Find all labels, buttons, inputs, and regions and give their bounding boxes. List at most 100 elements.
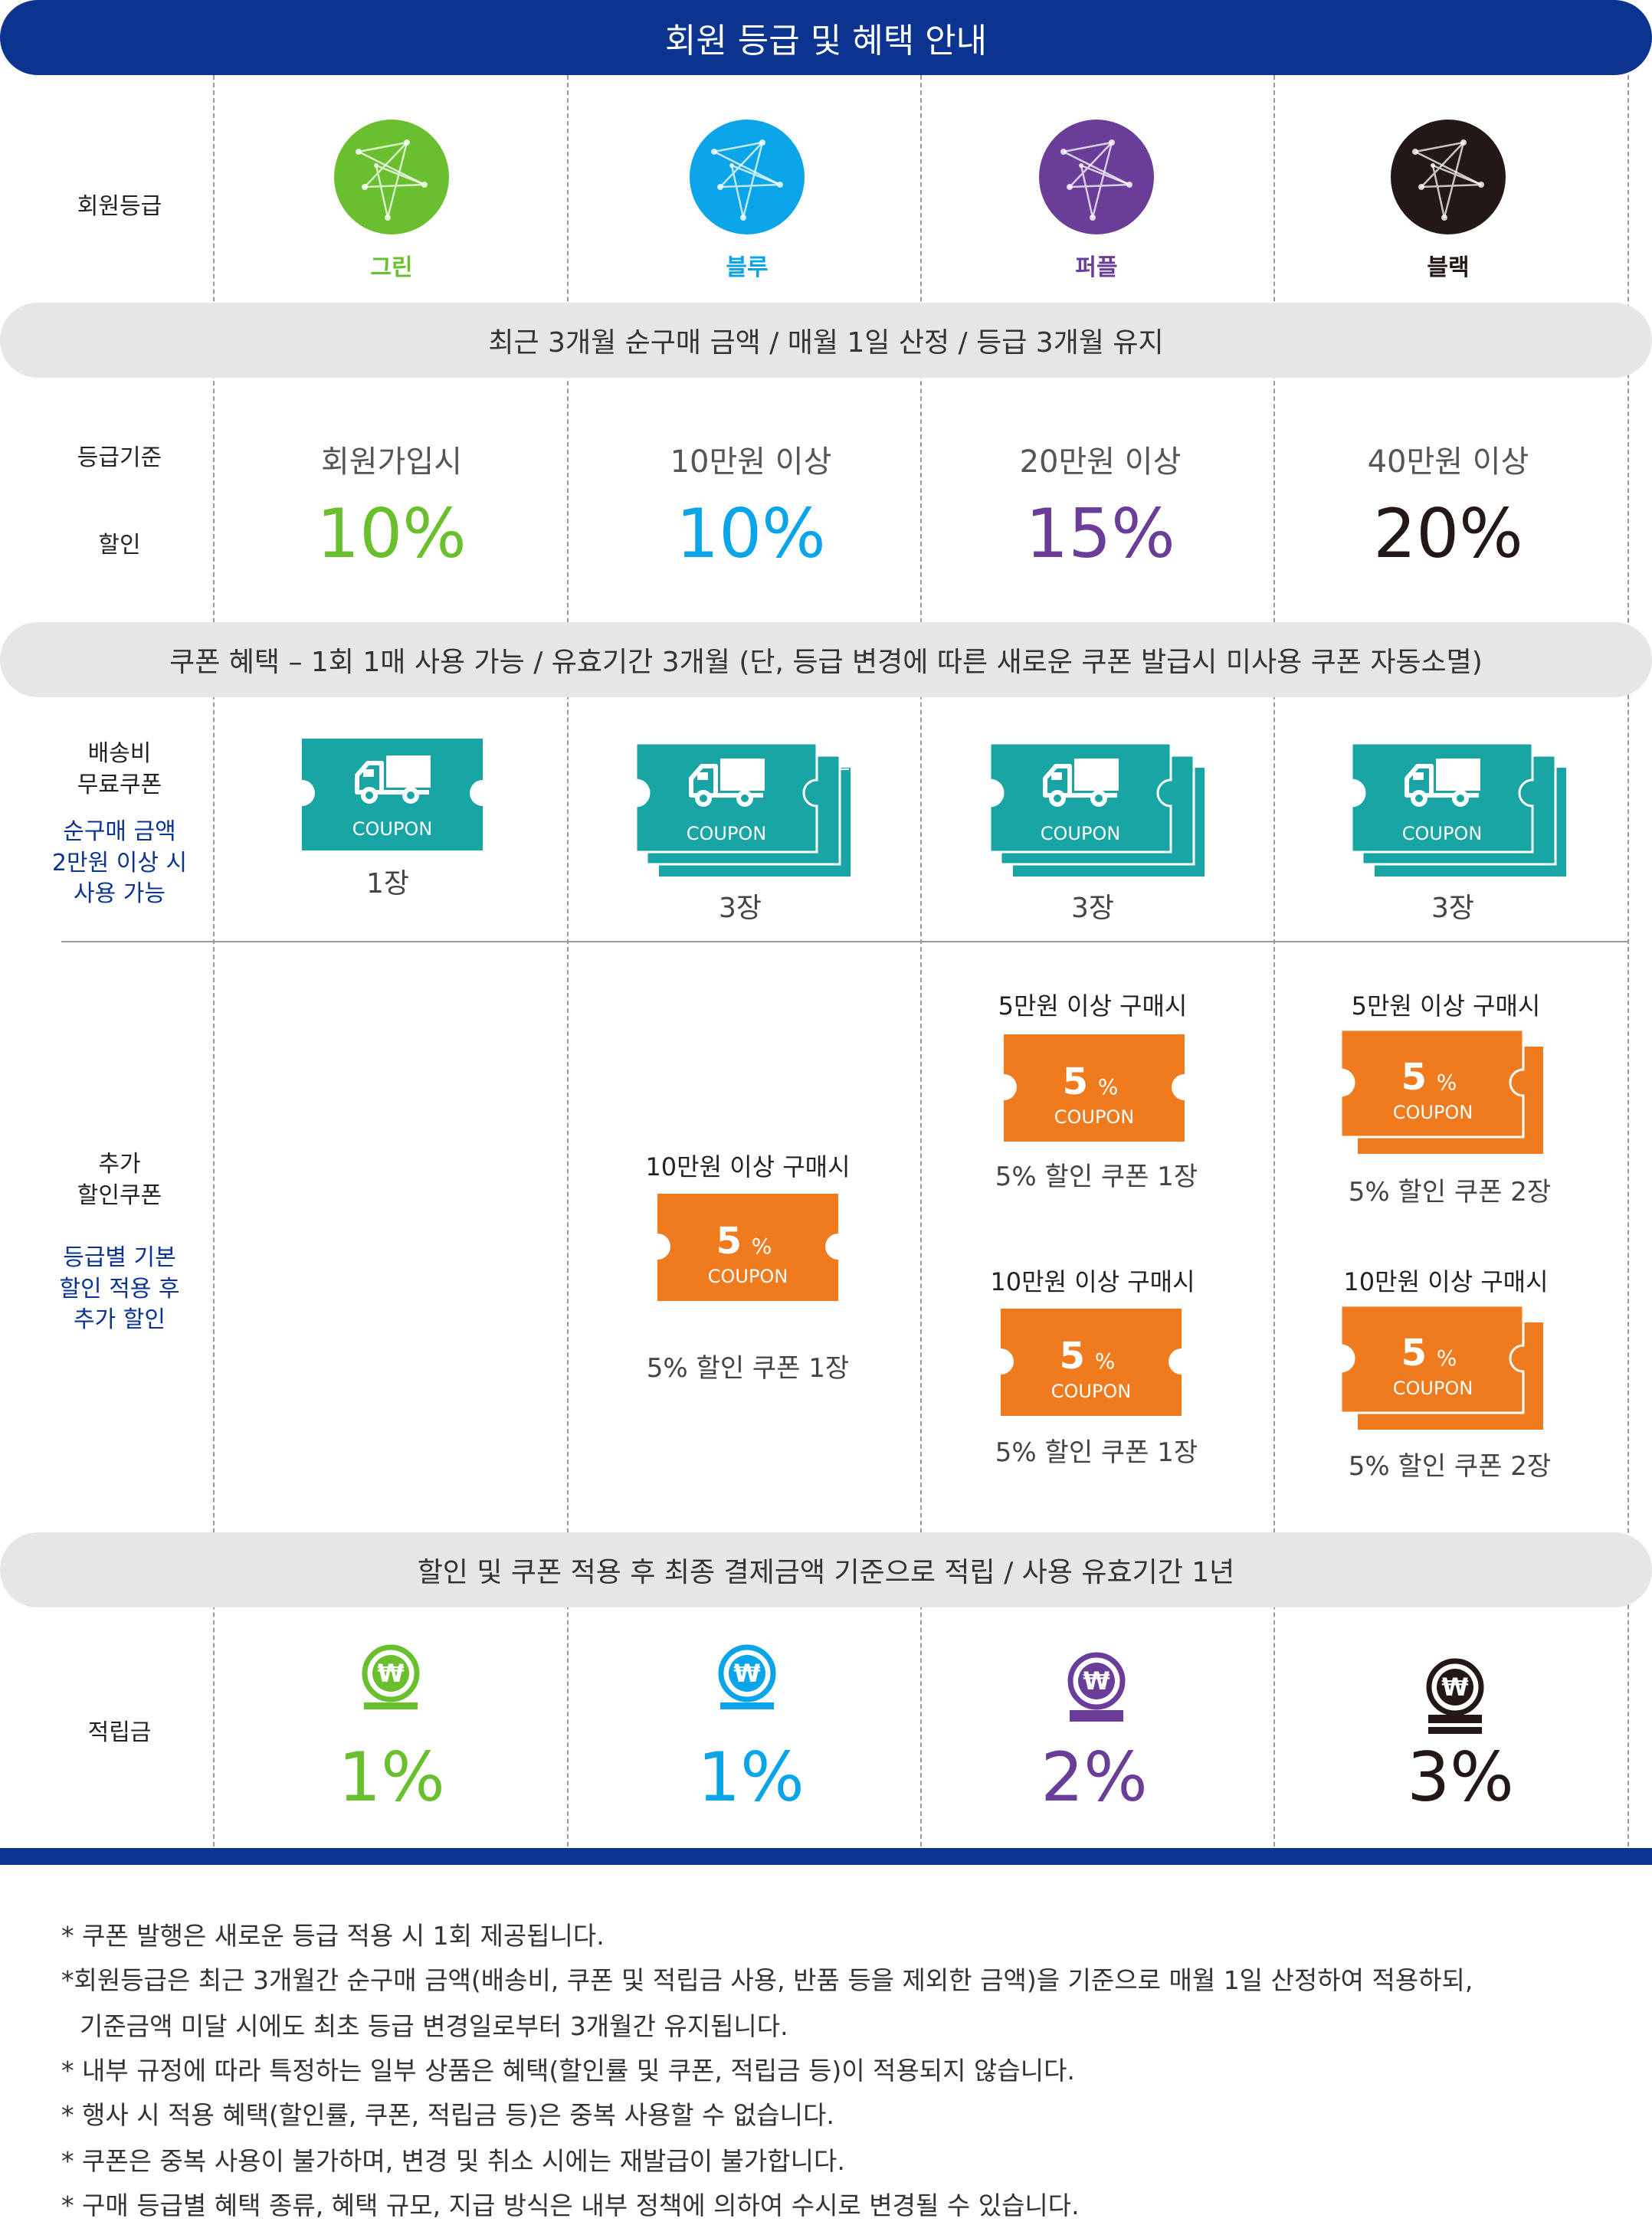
column-divider	[213, 75, 215, 1847]
star-emblem-icon	[1391, 120, 1506, 234]
shipping-coupon-green: COUPON	[302, 739, 483, 850]
extra-note-line1: 등급별 기본	[63, 1244, 176, 1271]
points-rate-black: 3%	[1407, 1738, 1514, 1817]
svg-text:%: %	[1437, 1345, 1457, 1371]
shipping-label-line1: 배송비	[87, 740, 152, 767]
svg-text:5: 5	[716, 1220, 742, 1263]
svg-text:%: %	[1437, 1070, 1457, 1095]
extra-purple-desc-1: 5% 할인 쿠폰 1장	[995, 1162, 1198, 1192]
page-title: 회원 등급 및 혜택 안내	[0, 0, 1652, 75]
coupon-text: COUPON	[352, 818, 433, 840]
column-divider	[920, 75, 922, 1847]
svg-text:%: %	[752, 1234, 772, 1259]
extra-blue-condition: 10만원 이상 구매시	[645, 1152, 851, 1181]
note-7: * 구매 등급별 혜택 종류, 혜택 규모, 지급 방식은 내부 정책에 의하여…	[61, 2191, 1080, 2220]
coupon-band: 쿠폰 혜택 – 1회 1매 사용 가능 / 유효기간 3개월 (단, 등급 변경…	[0, 622, 1652, 697]
discount-coupon-purple-1: 5 % COUPON	[1004, 1034, 1185, 1142]
discount-label: 할인	[98, 532, 141, 559]
shipping-coupon-black: COUPON	[1350, 742, 1566, 877]
discount-purple: 15%	[1025, 494, 1175, 573]
svg-text:COUPON: COUPON	[1054, 1106, 1135, 1128]
shipping-coupon-blue: COUPON	[634, 742, 851, 877]
svg-text:COUPON: COUPON	[1393, 1378, 1473, 1399]
extra-label-line2: 할인쿠폰	[77, 1181, 162, 1209]
note-4: * 내부 규정에 따라 특정하는 일부 상품은 혜택(할인률 및 쿠폰, 적립금…	[61, 2056, 1075, 2086]
note-2: *회원등급은 최근 3개월간 순구매 금액(배송비, 쿠폰 및 적립금 사용, …	[61, 1965, 1473, 1995]
shipping-note-line2: 2만원 이상 시	[51, 849, 188, 877]
coupon-text: COUPON	[1402, 823, 1483, 844]
star-emblem-icon	[1039, 120, 1154, 234]
criteria-green: 회원가입시	[321, 444, 462, 480]
criteria-label: 등급기준	[77, 444, 162, 471]
extra-note: 등급별 기본 할인 적용 후 추가 할인	[12, 1243, 227, 1336]
extra-purple-desc-2: 5% 할인 쿠폰 1장	[995, 1437, 1198, 1468]
row-separator	[61, 941, 1627, 942]
footer-divider	[0, 1848, 1652, 1865]
criteria-black: 40만원 이상	[1367, 444, 1529, 480]
discount-coupon-black-2: 5 % COUPON	[1339, 1304, 1543, 1430]
note-3: 기준금액 미달 시에도 최초 등급 변경일로부터 3개월간 유지됩니다.	[80, 2011, 788, 2041]
extra-purple-condition-1: 5만원 이상 구매시	[998, 991, 1188, 1021]
grade-row-label: 회원등급	[77, 193, 162, 220]
note-6: * 쿠폰은 중복 사용이 불가하며, 변경 및 취소 시에는 재발급이 불가합니…	[61, 2146, 845, 2176]
note-1: * 쿠폰 발행은 새로운 등급 적용 시 1회 제공됩니다.	[61, 1921, 605, 1951]
shipping-note: 순구매 금액 2만원 이상 시 사용 가능	[12, 817, 227, 910]
coupon-text: COUPON	[687, 823, 767, 844]
discount-coupon-purple-2: 5 % COUPON	[1001, 1309, 1182, 1416]
points-rate-green: 1%	[338, 1738, 445, 1817]
svg-text:%: %	[1095, 1348, 1116, 1374]
extra-black-desc-2: 5% 할인 쿠폰 2장	[1348, 1451, 1552, 1482]
extra-label-line1: 추가	[98, 1151, 141, 1178]
svg-text:COUPON: COUPON	[1393, 1102, 1473, 1123]
svg-text:5: 5	[1401, 1056, 1427, 1099]
svg-text:5: 5	[1063, 1060, 1088, 1103]
shipping-coupon-purple: COUPON	[988, 742, 1205, 877]
grade-name-green: 그린	[370, 254, 413, 281]
star-emblem-icon	[334, 120, 449, 234]
grade-name-blue: 블루	[726, 254, 769, 281]
shipping-label-line2: 무료쿠폰	[77, 771, 162, 798]
extra-black-desc-1: 5% 할인 쿠폰 2장	[1348, 1177, 1552, 1208]
points-label: 적립금	[87, 1719, 152, 1746]
criteria-band: 최근 3개월 순구매 금액 / 매월 1일 산정 / 등급 3개월 유지	[0, 303, 1652, 378]
discount-green: 10%	[316, 494, 467, 573]
coupon-text: COUPON	[1041, 823, 1121, 844]
won-coin-icon	[356, 1641, 425, 1718]
shipping-label: 배송비 무료쿠폰	[12, 739, 227, 801]
grade-name-purple: 퍼플	[1075, 254, 1118, 281]
criteria-purple: 20만원 이상	[1019, 444, 1182, 480]
extra-blue-desc: 5% 할인 쿠폰 1장	[646, 1353, 850, 1384]
svg-text:COUPON: COUPON	[1051, 1381, 1132, 1402]
shipping-note-line3: 사용 가능	[74, 880, 166, 907]
discount-black: 20%	[1373, 494, 1523, 573]
discount-blue: 10%	[676, 494, 826, 573]
discount-coupon-black-1: 5 % COUPON	[1339, 1028, 1543, 1154]
svg-text:5: 5	[1401, 1332, 1427, 1375]
grade-green-emblem	[334, 120, 449, 234]
points-rate-blue: 1%	[697, 1738, 805, 1817]
grade-black-emblem	[1391, 120, 1506, 234]
extra-black-condition-1: 5만원 이상 구매시	[1351, 991, 1541, 1021]
extra-note-line3: 추가 할인	[74, 1306, 166, 1333]
discount-coupon-blue: 5 % COUPON	[657, 1194, 838, 1301]
shipping-qty-green: 1장	[365, 868, 410, 900]
shipping-qty-purple: 3장	[1070, 893, 1115, 924]
shipping-qty-black: 3장	[1431, 893, 1475, 924]
note-5: * 행사 시 적용 혜택(할인률, 쿠폰, 적립금 등)은 중복 사용할 수 없…	[61, 2100, 834, 2130]
svg-text:COUPON: COUPON	[708, 1266, 788, 1287]
criteria-blue: 10만원 이상	[670, 444, 832, 480]
won-coin-icon	[1421, 1641, 1490, 1734]
points-rate-purple: 2%	[1041, 1738, 1148, 1817]
extra-purple-condition-2: 10만원 이상 구매시	[990, 1267, 1195, 1296]
won-coin-icon	[713, 1641, 782, 1718]
column-divider	[1627, 75, 1629, 1847]
grade-purple-emblem	[1039, 120, 1154, 234]
column-divider	[567, 75, 569, 1847]
points-band: 할인 및 쿠폰 적용 후 최종 결제금액 기준으로 적립 / 사용 유효기간 1…	[0, 1532, 1652, 1607]
column-divider	[1273, 75, 1275, 1847]
won-coin-icon	[1062, 1641, 1131, 1722]
extra-note-line2: 할인 적용 후	[59, 1275, 180, 1303]
extra-label: 추가 할인쿠폰	[12, 1149, 227, 1211]
grade-blue-emblem	[690, 120, 805, 234]
star-emblem-icon	[690, 120, 805, 234]
